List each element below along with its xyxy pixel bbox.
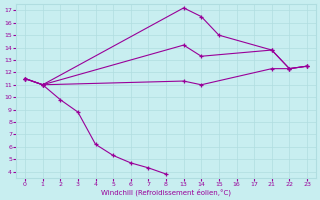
X-axis label: Windchill (Refroidissement éolien,°C): Windchill (Refroidissement éolien,°C) [101,188,231,196]
